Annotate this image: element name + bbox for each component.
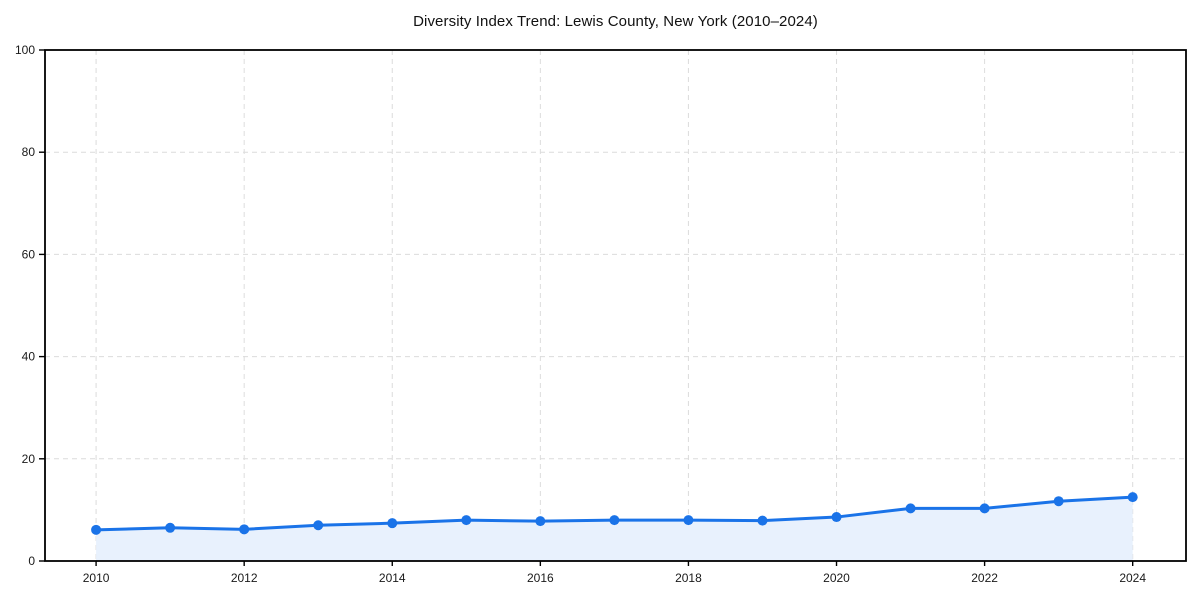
data-point-2017 <box>609 515 620 526</box>
data-point-2018 <box>683 515 694 526</box>
data-point-2020 <box>831 512 842 523</box>
xtick-label-2012: 2012 <box>231 571 258 585</box>
data-point-2022 <box>979 503 990 514</box>
xtick-label-2016: 2016 <box>527 571 554 585</box>
data-point-2010 <box>91 524 102 535</box>
xtick-label-2024: 2024 <box>1119 571 1146 585</box>
ytick-label-100: 100 <box>15 43 35 57</box>
xtick-label-2022: 2022 <box>971 571 998 585</box>
data-point-2016 <box>535 516 546 527</box>
data-point-2014 <box>387 518 398 529</box>
ytick-label-20: 20 <box>22 452 36 466</box>
xtick-label-2020: 2020 <box>823 571 850 585</box>
plot-frame <box>44 49 1187 562</box>
ytick-label-40: 40 <box>22 350 36 364</box>
xtick-label-2018: 2018 <box>675 571 702 585</box>
xtick-label-2010: 2010 <box>83 571 110 585</box>
data-point-2019 <box>757 515 768 526</box>
data-point-2015 <box>461 515 472 526</box>
data-point-2024 <box>1127 492 1138 503</box>
data-point-2013 <box>313 520 324 531</box>
ytick-label-60: 60 <box>22 247 36 261</box>
data-point-2023 <box>1053 496 1064 507</box>
data-point-2011 <box>165 522 176 533</box>
chart-title: Diversity Index Trend: Lewis County, New… <box>413 13 818 30</box>
data-point-2012 <box>239 524 250 535</box>
ytick-label-80: 80 <box>22 145 36 159</box>
data-point-2021 <box>905 503 916 514</box>
xtick-label-2014: 2014 <box>379 571 406 585</box>
ytick-label-0: 0 <box>28 554 35 568</box>
